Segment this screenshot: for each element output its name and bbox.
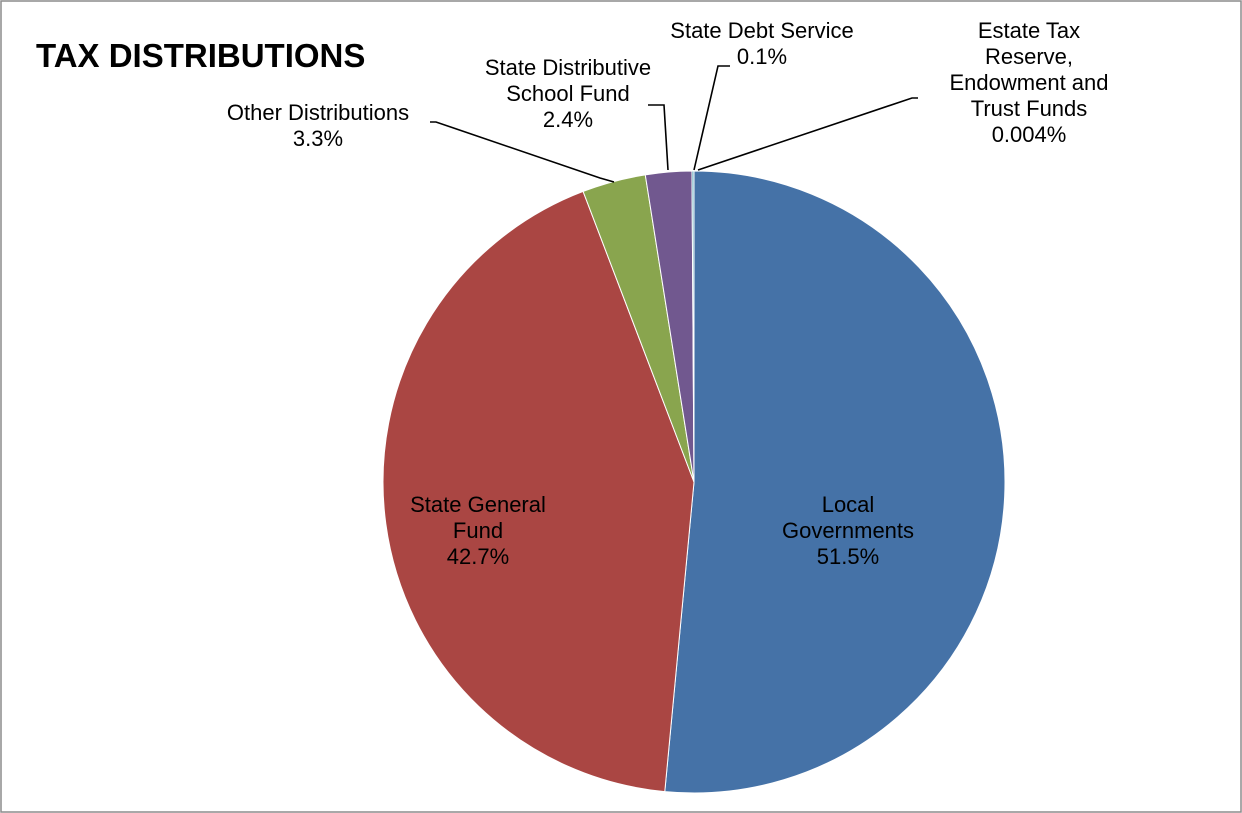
slice-label-other-distributions: Other Distributions 3.3%: [227, 100, 409, 151]
pie-slice-local-governments: [664, 170, 1006, 794]
slice-label-state-general-fund: State General Fund 42.7%: [410, 492, 546, 569]
slices-layer: [382, 170, 1006, 794]
labels-layer: Local Governments 51.5% State General Fund 42…: [227, 18, 1109, 569]
slice-label-state-distributive-school-fund: State Distributive School Fund 2.4%: [485, 55, 651, 132]
pie-slice-state-general-fund: [382, 190, 695, 793]
leader-line-state-debt-service: [693, 65, 730, 171]
slice-label-state-debt-service: State Debt Service 0.1%: [670, 18, 853, 69]
slice-label-estate-tax-reserve-endowment-and-trust-funds: Estate Tax Reserve, Endowment and Trust Fun…: [950, 18, 1109, 147]
slice-label-local-governments: Local Governments 51.5%: [782, 492, 914, 569]
leader-line-estate-tax-reserve-endowment-and-trust-funds: [697, 97, 918, 171]
leader-line-other-distributions: [430, 121, 615, 183]
leader-lines-layer: [430, 65, 918, 183]
leader-line-state-distributive-school-fund: [648, 104, 669, 171]
chart-title: TAX DISTRIBUTIONS: [36, 37, 365, 74]
